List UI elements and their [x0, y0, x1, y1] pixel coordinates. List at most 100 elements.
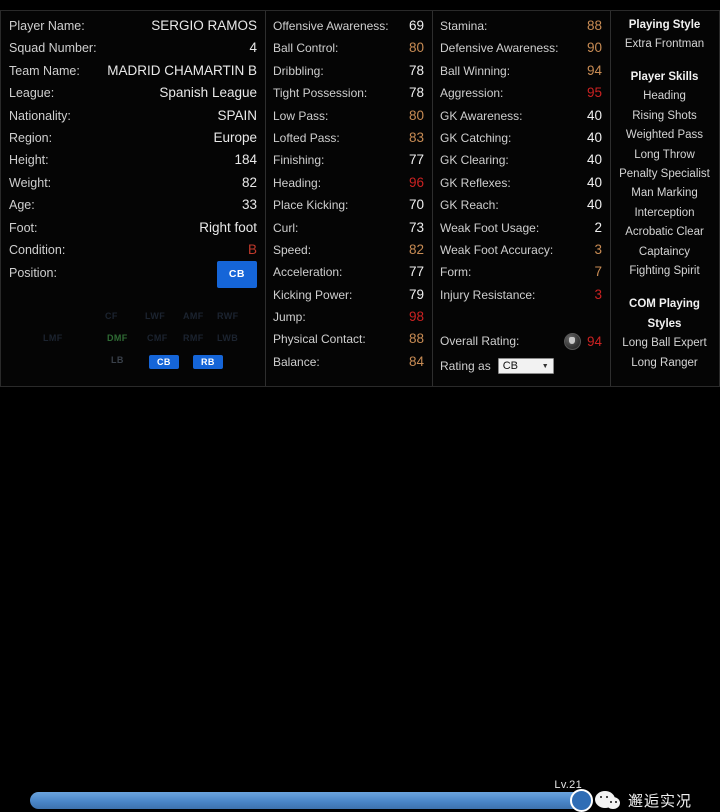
stat-row: Injury Resistance: 3 [440, 284, 602, 306]
stat-label: Physical Contact: [273, 332, 366, 347]
pitch-position-label[interactable]: LWF [145, 311, 166, 321]
stat-value: 83 [408, 129, 424, 145]
bio-label: Squad Number: [9, 41, 97, 56]
stat-value: 3 [594, 286, 602, 302]
stat-row: Jump: 98 [273, 306, 424, 328]
pitch-position-label[interactable]: DMF [107, 333, 128, 343]
com-style-item: Long Ranger [631, 356, 698, 369]
bio-value: MADRID CHAMARTIN B [107, 62, 257, 78]
stat-row: GK Reflexes: 40 [440, 172, 602, 194]
stat-label: Speed: [273, 242, 312, 257]
rating-as-select[interactable]: CB ▼ [497, 358, 554, 375]
stat-row: Lofted Pass: 83 [273, 127, 424, 149]
position-badge[interactable]: CB [216, 261, 257, 288]
stat-row: Dribbling: 78 [273, 60, 424, 82]
com-style-item: Long Ball Expert [622, 337, 707, 350]
stat-row: GK Awareness: 40 [440, 105, 602, 127]
stat-value: 3 [594, 241, 602, 257]
stat-label: GK Reflexes: [440, 175, 511, 190]
stat-label: Lofted Pass: [273, 130, 340, 145]
progress-bar[interactable] [30, 789, 593, 812]
stat-label: Weak Foot Usage: [440, 220, 540, 235]
pitch-position-chip[interactable]: CB [149, 355, 179, 369]
player-skills-heading: Player Skills [630, 71, 699, 84]
bio-row: Region: Europe [9, 127, 257, 149]
pitch-position-label[interactable]: AMF [183, 311, 204, 321]
stat-value: 94 [586, 62, 602, 78]
stat-row: GK Catching: 40 [440, 127, 602, 149]
bio-row: Age: 33 [9, 194, 257, 216]
bio-value: 4 [249, 40, 257, 56]
column-divider-1 [265, 11, 266, 386]
bio-value: 82 [241, 174, 257, 190]
stat-value: 95 [586, 85, 602, 101]
stat-row: Heading: 96 [273, 172, 424, 194]
stat-label: Weak Foot Accuracy: [440, 242, 554, 257]
stat-value: 98 [408, 309, 424, 325]
chevron-down-icon: ▼ [541, 362, 549, 370]
stat-value: 77 [408, 264, 424, 280]
stat-value: 84 [408, 353, 424, 369]
stat-row: GK Clearing: 40 [440, 149, 602, 171]
pitch-position-label[interactable]: LMF [43, 333, 63, 343]
stat-label: Dribbling: [273, 63, 324, 78]
stat-value: 79 [408, 286, 424, 302]
stat-value: 73 [408, 219, 424, 235]
stat-label: Low Pass: [273, 108, 329, 123]
bio-value: B [247, 241, 257, 257]
skills-gap-2 [614, 281, 715, 294]
rating-as-value: CB [502, 360, 518, 373]
progress-fill [30, 792, 583, 809]
bio-value: SPAIN [217, 107, 257, 123]
rating-as-label: Rating as [440, 359, 491, 374]
stat-row: Weak Foot Usage: 2 [440, 217, 602, 239]
stat-value: 80 [408, 40, 424, 56]
com-styles-list: Long Ball Expert Long Ranger [614, 334, 715, 373]
pitch-position-label[interactable]: CMF [147, 333, 168, 343]
progress-knob[interactable] [570, 789, 593, 812]
bio-value: 184 [234, 152, 257, 168]
stat-row: GK Reach: 40 [440, 194, 602, 216]
medal-icon [563, 332, 581, 350]
stat-label: GK Awareness: [440, 108, 523, 123]
stat-row: Acceleration: 77 [273, 261, 424, 283]
pitch-position-chip[interactable]: RB [193, 355, 223, 369]
pitch-position-label[interactable]: CF [105, 311, 118, 321]
pitch-position-label[interactable]: RWF [217, 311, 239, 321]
bio-row: Foot: Right foot [9, 217, 257, 239]
watermark-text: 邂逅实况 [628, 792, 693, 810]
bio-row: Player Name: SERGIO RAMOS [9, 15, 257, 37]
player-skill-item: Long Throw [634, 148, 695, 161]
bio-value: SERGIO RAMOS [151, 18, 257, 33]
stat-value: 40 [586, 174, 602, 190]
com-styles-heading: COM Playing Styles [629, 298, 700, 331]
stat-label: Kicking Power: [273, 287, 353, 302]
column-divider-2 [432, 11, 433, 386]
player-skill-item: Captaincy [638, 245, 691, 258]
bio-label: League: [9, 86, 55, 101]
bio-row: League: Spanish League [9, 82, 257, 104]
stat-label: Place Kicking: [273, 198, 349, 213]
player-skill-item: Heading [643, 90, 686, 103]
stat-row: Weak Foot Accuracy: 3 [440, 239, 602, 261]
stat-row: Speed: 82 [273, 239, 424, 261]
stat-value: 40 [586, 197, 602, 213]
pitch-position-chip[interactable]: LB [111, 355, 124, 365]
pitch-position-label[interactable]: LWB [217, 333, 239, 343]
bio-label: Height: [9, 153, 49, 168]
bio-row: Squad Number: 4 [9, 37, 257, 59]
stat-value: 78 [408, 85, 424, 101]
bio-row: Nationality: SPAIN [9, 105, 257, 127]
player-stats-screen: Player Name: SERGIO RAMOS Squad Number: 4 Te… [0, 10, 720, 812]
column-divider-3 [610, 11, 611, 386]
stat-value: 78 [408, 62, 424, 78]
stat-row: Kicking Power: 79 [273, 284, 424, 306]
stat-row: Ball Control: 80 [273, 37, 424, 59]
pitch-position-label[interactable]: RMF [183, 333, 204, 343]
overall-rating-row: Overall Rating: 94 [440, 328, 602, 354]
stat-value: 40 [586, 152, 602, 168]
stat-row: Defensive Awareness: 90 [440, 37, 602, 59]
stat-label: Tight Possession: [273, 86, 368, 101]
stat-label: Defensive Awareness: [440, 41, 559, 56]
bio-row: Team Name: MADRID CHAMARTIN B [9, 60, 257, 82]
